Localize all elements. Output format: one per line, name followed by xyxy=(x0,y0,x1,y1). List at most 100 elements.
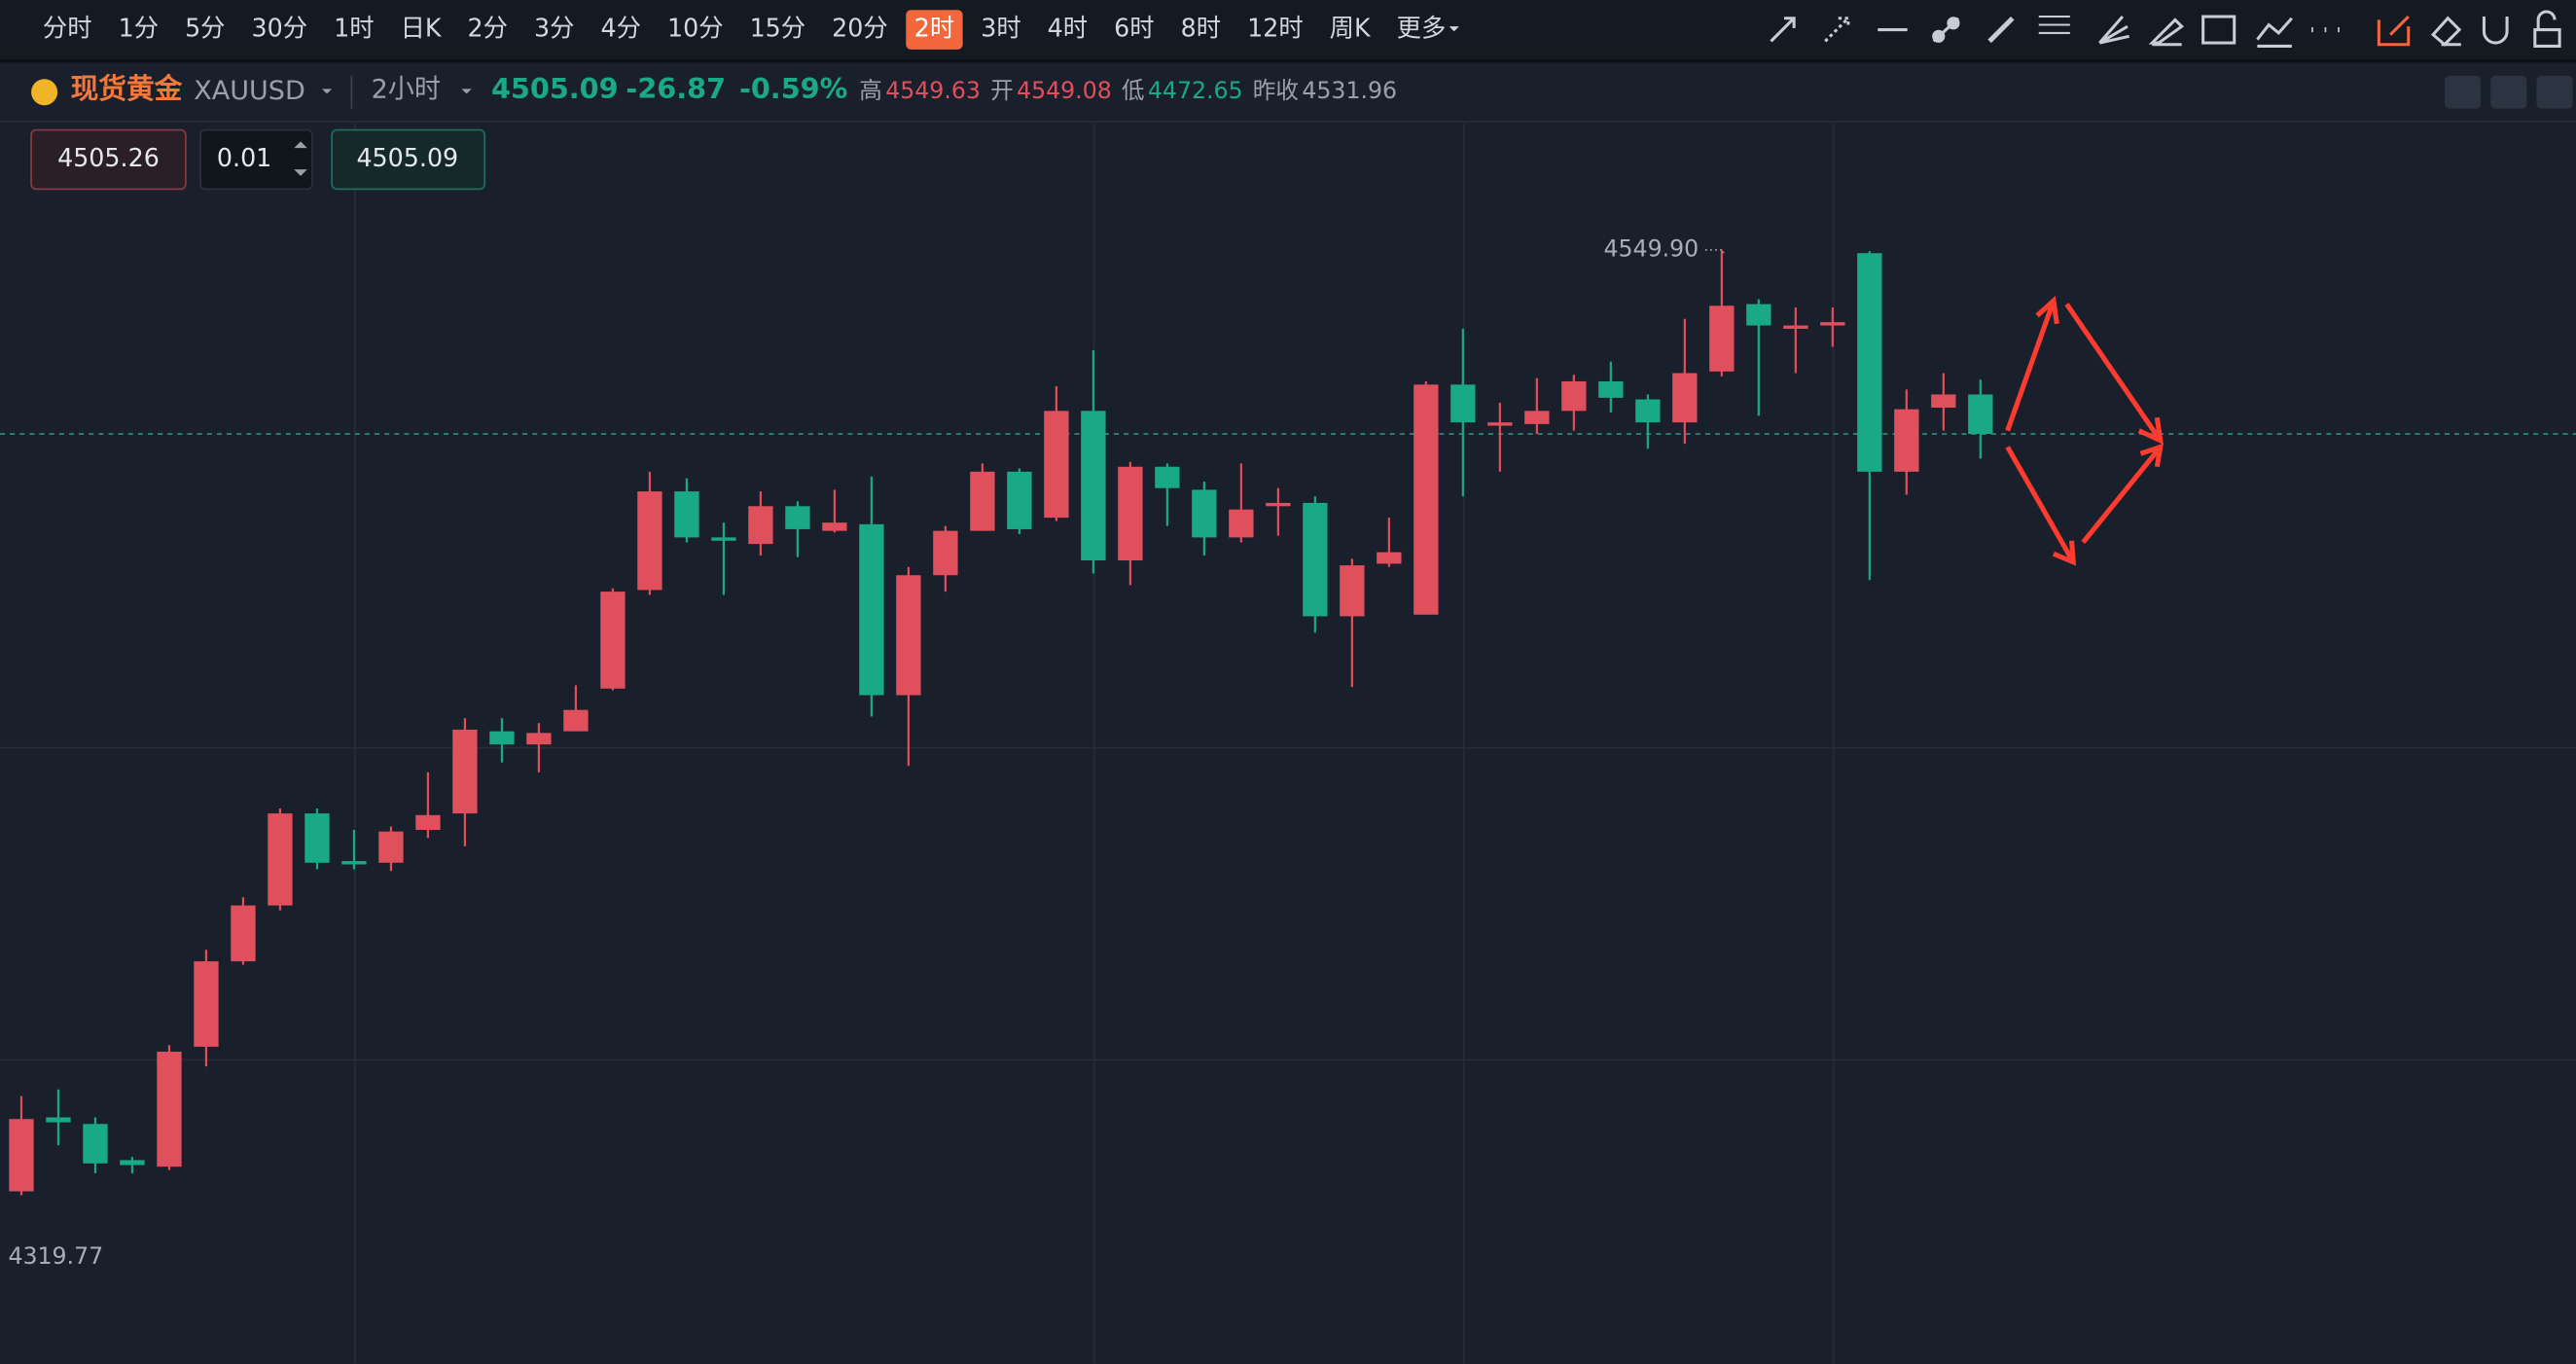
candle-body xyxy=(1266,502,1291,507)
tool-line[interactable] xyxy=(1987,16,2015,44)
timeframe[interactable]: 3分 xyxy=(534,14,574,43)
candle-body xyxy=(526,733,552,745)
candle-body xyxy=(1377,552,1402,564)
candle-body xyxy=(1746,304,1771,326)
arrow xyxy=(2005,446,2077,566)
candle-body xyxy=(748,506,773,545)
candle-body xyxy=(1968,394,1993,435)
stat-value: 4549.63 xyxy=(885,77,981,104)
timeframe[interactable]: 4时 xyxy=(1048,14,1088,43)
buy-price: 4505.09 xyxy=(356,143,458,172)
tool-pen[interactable] xyxy=(2148,18,2185,47)
stat-label: 开 xyxy=(990,77,1014,104)
candle-body xyxy=(1044,411,1069,519)
timeframe[interactable]: 1分 xyxy=(119,14,159,43)
candle-body xyxy=(1303,502,1328,617)
stat-label: 昨收 xyxy=(1253,77,1299,104)
symbol[interactable]: XAUUSD xyxy=(194,76,305,106)
toolbar xyxy=(0,0,2576,59)
caret xyxy=(1449,26,1459,32)
candle-body xyxy=(637,491,662,591)
candle-body xyxy=(452,729,478,814)
header-button[interactable] xyxy=(2444,75,2482,109)
tool-arrow[interactable] xyxy=(1770,17,1796,43)
timeframe[interactable]: 日K xyxy=(401,14,443,43)
candle-body xyxy=(1894,409,1919,472)
tool-ray[interactable] xyxy=(1824,17,1850,43)
candle-body xyxy=(563,709,589,732)
candle-body xyxy=(157,1051,182,1167)
candle-body xyxy=(822,522,847,531)
candle-body xyxy=(1450,384,1476,423)
timeframe[interactable]: 3时 xyxy=(981,14,1020,43)
tool-indicator[interactable] xyxy=(2256,17,2293,48)
buy-button[interactable] xyxy=(331,128,486,191)
tool-fib[interactable] xyxy=(2038,16,2070,34)
caret xyxy=(322,89,333,94)
stats: 高 4549.63 开 4549.08 低 4472.65 昨收 4531.96 xyxy=(859,77,1397,104)
period[interactable]: 2小时 xyxy=(372,75,441,105)
arrow xyxy=(2064,303,2164,446)
candle-body xyxy=(896,575,921,696)
candle-body xyxy=(1081,411,1106,561)
timeframe[interactable]: 更多 xyxy=(1397,14,1447,43)
candle-body xyxy=(1561,380,1587,412)
candle-body xyxy=(1524,411,1550,424)
max-label: 4549.90 xyxy=(1603,234,1699,262)
timeframe[interactable]: 周K xyxy=(1330,14,1372,43)
tool-image[interactable] xyxy=(2201,15,2236,45)
order-panel: 4505.26 0.01 4505.09 xyxy=(30,128,486,191)
candle-body xyxy=(1598,380,1624,398)
tool-magnet[interactable] xyxy=(2482,17,2509,45)
candle-body xyxy=(194,961,219,1047)
timeframe[interactable]: 5分 xyxy=(185,14,225,43)
tool-fan[interactable] xyxy=(2098,16,2129,45)
candle-body xyxy=(1931,394,1956,408)
coin-icon xyxy=(31,79,58,106)
candle-body xyxy=(1709,305,1735,372)
candle-body xyxy=(1007,471,1032,529)
max-marker xyxy=(1704,249,1725,257)
timeframe[interactable]: 10分 xyxy=(667,14,724,43)
candle-body xyxy=(1635,399,1661,423)
timeframe[interactable]: 4分 xyxy=(601,14,641,43)
timeframe[interactable]: 30分 xyxy=(252,14,308,43)
candle-body xyxy=(1229,509,1254,538)
active-timeframe xyxy=(906,10,963,50)
tool-eraser[interactable] xyxy=(2430,16,2462,47)
candle-body xyxy=(785,506,810,529)
timeframe[interactable]: 15分 xyxy=(750,14,806,43)
candle-body xyxy=(1340,565,1365,617)
last-price: 4505.09 xyxy=(491,72,619,105)
drawing-tools[interactable] xyxy=(1770,10,2561,48)
timeframe[interactable]: 8时 xyxy=(1181,14,1221,43)
candle-body xyxy=(1672,373,1698,423)
header-button[interactable] xyxy=(2490,75,2527,109)
candle-body xyxy=(1155,466,1180,488)
tool-lock[interactable] xyxy=(2533,10,2561,48)
timeframe[interactable]: 2时 xyxy=(914,14,954,43)
timeframe[interactable]: 2分 xyxy=(468,14,508,43)
timeframe[interactable]: 分时 xyxy=(43,14,92,43)
stat-value: 4531.96 xyxy=(1302,77,1397,104)
timeframe[interactable]: 12时 xyxy=(1247,14,1304,43)
timeframe-bar: 分时 1分 5分 30分 1时 日K 2分 3分 4分 10分 15分 20分 2时 3时 4时 6时 8时 12… xyxy=(43,10,1459,50)
candle-body xyxy=(268,813,293,906)
sell-button[interactable] xyxy=(30,128,187,191)
change-pct: -0.59% xyxy=(739,72,847,105)
lots-input[interactable] xyxy=(199,128,313,191)
timeframe[interactable]: 6时 xyxy=(1114,14,1154,43)
sell-price: 4505.26 xyxy=(57,143,160,172)
header-button[interactable] xyxy=(2536,75,2573,109)
candle-body xyxy=(933,530,958,576)
stat-label: 高 xyxy=(859,77,882,104)
candle-body xyxy=(341,861,367,865)
candle-body xyxy=(415,814,441,830)
timeframe[interactable]: 1时 xyxy=(334,14,374,43)
candle-body xyxy=(489,731,515,745)
tool-edit[interactable] xyxy=(2377,15,2411,47)
candle-body xyxy=(859,523,884,696)
change: -26.87 xyxy=(626,72,726,105)
timeframe[interactable]: 20分 xyxy=(832,14,888,43)
